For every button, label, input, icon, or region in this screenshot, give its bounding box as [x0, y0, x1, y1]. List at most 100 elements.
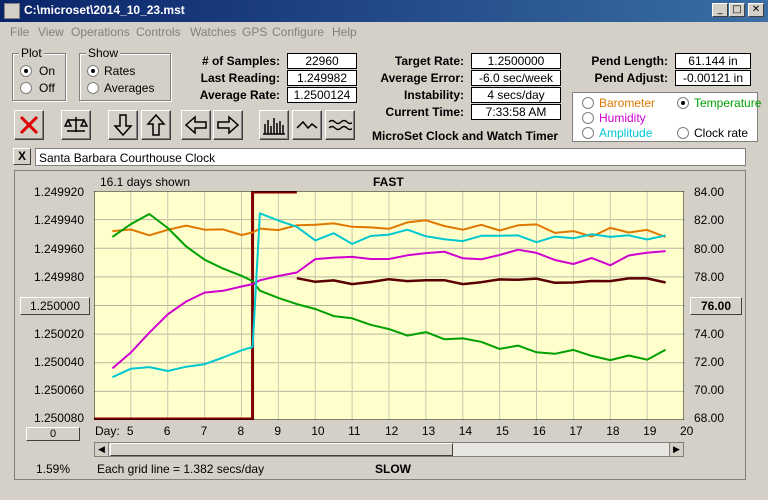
- y-right-tick: 70.00: [694, 383, 725, 397]
- humidity-radio[interactable]: [582, 112, 594, 124]
- x-tick-label: 18: [606, 424, 620, 438]
- close-button[interactable]: ✕: [748, 3, 764, 17]
- x-tick-label: 9: [274, 424, 282, 438]
- x-tick-label: 12: [385, 424, 399, 438]
- x-tick-label: 20: [680, 424, 694, 438]
- menu-view[interactable]: View: [38, 25, 64, 39]
- y-left-tick: 1.249920: [33, 185, 84, 199]
- arrow-up-icon: [146, 113, 166, 136]
- show-averages-radio[interactable]: [87, 82, 99, 94]
- show-group-title: Show: [86, 46, 121, 60]
- wave-graph-button[interactable]: [325, 110, 355, 140]
- y-left-tick: 1.249980: [33, 270, 84, 284]
- scroll-left-arrow-icon[interactable]: ◀: [95, 443, 109, 456]
- scroll-right-arrow-icon[interactable]: ▶: [669, 443, 683, 456]
- samples-field: 22960: [287, 53, 357, 69]
- arrow-right-icon: [217, 115, 240, 135]
- show-rates-radio[interactable]: [87, 65, 99, 77]
- scroll-left-button[interactable]: [181, 110, 211, 140]
- window-title: C:\microset\2014_10_23.mst: [24, 3, 185, 17]
- scroll-down-button[interactable]: [108, 110, 138, 140]
- wave-graph-icon: [328, 119, 352, 131]
- temperature-radio[interactable]: [677, 97, 689, 109]
- grid-note: Each grid line = 1.382 secs/day: [97, 462, 265, 476]
- clock-rate-label: Clock rate: [694, 126, 749, 140]
- x-tick-label: 7: [200, 424, 208, 438]
- title-bar: C:\microset\2014_10_23.mst _ □ ✕: [0, 0, 768, 22]
- x-tick-label: 17: [569, 424, 583, 438]
- line-graph-icon: [296, 120, 318, 130]
- y-left-tick: 1.250040: [33, 355, 84, 369]
- y-right-tick: 78.00: [694, 270, 725, 284]
- menu-bar: File View Operations Controls Watches GP…: [0, 22, 768, 42]
- instability-label: Instability:: [403, 88, 464, 102]
- x-tick-label: 19: [643, 424, 657, 438]
- minimize-button[interactable]: _: [712, 3, 728, 17]
- average-rate-label: Average Rate:: [199, 88, 280, 102]
- plot-frame: [14, 170, 746, 480]
- menu-controls[interactable]: Controls: [136, 25, 181, 39]
- x-tick-label: 11: [348, 424, 361, 438]
- balance-button[interactable]: [61, 110, 91, 140]
- arrow-left-icon: [184, 115, 207, 135]
- clock-rate-radio[interactable]: [677, 127, 689, 139]
- target-rate-label: Target Rate:: [394, 54, 464, 68]
- plot-off-radio[interactable]: [20, 82, 32, 94]
- maximize-button[interactable]: □: [729, 3, 745, 17]
- scroll-right-button[interactable]: [213, 110, 243, 140]
- y-right-tick: 84.00: [694, 185, 725, 199]
- amplitude-radio[interactable]: [582, 127, 594, 139]
- x-tick-label: 10: [311, 424, 325, 438]
- y-left-tick: 1.250020: [33, 327, 84, 341]
- clock-name-input[interactable]: Santa Barbara Courthouse Clock: [35, 148, 746, 166]
- y-right-tick: 82.00: [694, 213, 725, 227]
- menu-file[interactable]: File: [10, 25, 30, 39]
- temperature-label: Temperature: [694, 96, 762, 110]
- menu-help[interactable]: Help: [332, 25, 357, 39]
- barometer-radio[interactable]: [582, 97, 594, 109]
- y-left-tick: 1.249940: [33, 213, 84, 227]
- scroll-up-button[interactable]: [141, 110, 171, 140]
- y-left-tick: 1.250060: [33, 383, 84, 397]
- menu-operations[interactable]: Operations: [71, 25, 130, 39]
- clear-name-button[interactable]: X: [13, 148, 31, 165]
- red-x-icon: [19, 115, 39, 135]
- x-tick-label: 16: [532, 424, 546, 438]
- zero-button[interactable]: 0: [26, 427, 80, 441]
- slow-label: SLOW: [375, 462, 411, 476]
- y-right-tick: 80.00: [694, 242, 725, 256]
- barometer-label: Barometer: [599, 96, 656, 110]
- percent-label: 1.59%: [36, 462, 71, 476]
- menu-watches[interactable]: Watches: [190, 25, 237, 39]
- horizontal-scrollbar[interactable]: ◀ ▶: [94, 442, 684, 457]
- fast-label: FAST: [373, 175, 404, 189]
- y-right-tick: 74.00: [694, 327, 725, 341]
- day-label: Day:: [95, 424, 120, 438]
- rate-chart: [94, 191, 684, 420]
- amplitude-label: Amplitude: [599, 126, 653, 140]
- scrollbar-thumb[interactable]: [110, 443, 453, 456]
- line-graph-button[interactable]: [292, 110, 322, 140]
- center-temperature-button[interactable]: 76.00: [690, 297, 742, 315]
- app-icon: [4, 3, 20, 19]
- x-tick-label: 6: [163, 424, 171, 438]
- bar-graph-icon: [263, 118, 285, 135]
- pend-length-field: 61.144 in: [675, 53, 751, 69]
- show-averages-label: Averages: [104, 81, 155, 95]
- plot-on-radio[interactable]: [20, 65, 32, 77]
- app-title: MicroSet Clock and Watch Timer: [372, 129, 559, 143]
- menu-configure[interactable]: Configure: [272, 25, 325, 39]
- last-reading-field: 1.249982: [287, 70, 357, 86]
- samples-label: # of Samples:: [201, 54, 280, 68]
- clear-data-button[interactable]: [14, 110, 44, 140]
- selection-highlight: [94, 191, 297, 420]
- center-rate-button[interactable]: 1.250000: [20, 297, 90, 315]
- menu-gps[interactable]: GPS: [242, 25, 268, 39]
- series-line-barometer: [112, 219, 666, 238]
- average-error-label: Average Error:: [380, 71, 464, 85]
- x-tick-label: 13: [421, 424, 436, 438]
- y-right-tick: 68.00: [694, 411, 725, 425]
- average-rate-field: 1.2500124: [287, 87, 357, 103]
- bar-graph-button[interactable]: [259, 110, 289, 140]
- x-tick-label: 14: [458, 424, 473, 438]
